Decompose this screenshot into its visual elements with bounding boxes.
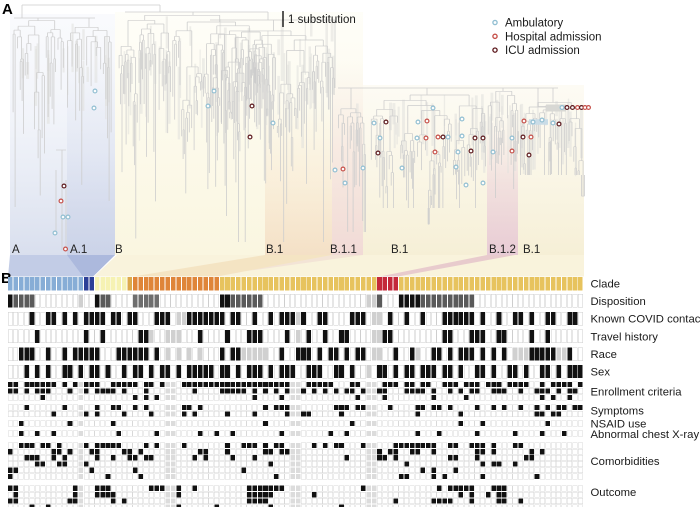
svg-text:B.1.1: B.1.1 — [330, 244, 357, 256]
svg-text:Enrollment criteria: Enrollment criteria — [591, 387, 683, 399]
svg-text:Disposition: Disposition — [591, 296, 646, 308]
svg-text:Ambulatory: Ambulatory — [505, 18, 563, 30]
svg-text:B: B — [1, 270, 12, 287]
svg-text:Race: Race — [591, 349, 617, 361]
svg-text:1 substitution: 1 substitution — [288, 14, 356, 26]
svg-text:B.1.2: B.1.2 — [489, 244, 516, 256]
svg-text:Comorbidities: Comorbidities — [591, 456, 660, 468]
svg-text:B.1: B.1 — [266, 244, 283, 256]
svg-text:B.1: B.1 — [391, 244, 408, 256]
svg-text:Clade: Clade — [591, 279, 621, 291]
svg-text:Symptoms: Symptoms — [591, 406, 645, 418]
svg-text:Sex: Sex — [591, 367, 611, 379]
svg-text:Abnormal chest X-ray: Abnormal chest X-ray — [591, 429, 700, 441]
svg-text:NSAID use: NSAID use — [591, 419, 647, 431]
svg-text:A: A — [2, 1, 13, 18]
svg-text:B.1: B.1 — [523, 244, 540, 256]
svg-text:B: B — [115, 244, 123, 256]
svg-text:Hospital admission: Hospital admission — [505, 31, 602, 43]
svg-text:ICU admission: ICU admission — [505, 45, 580, 57]
svg-text:Travel history: Travel history — [591, 331, 659, 343]
svg-text:Outcome: Outcome — [591, 487, 637, 499]
svg-text:Known COVID contact: Known COVID contact — [591, 314, 700, 326]
svg-text:A: A — [12, 244, 20, 256]
svg-text:A.1: A.1 — [70, 244, 87, 256]
